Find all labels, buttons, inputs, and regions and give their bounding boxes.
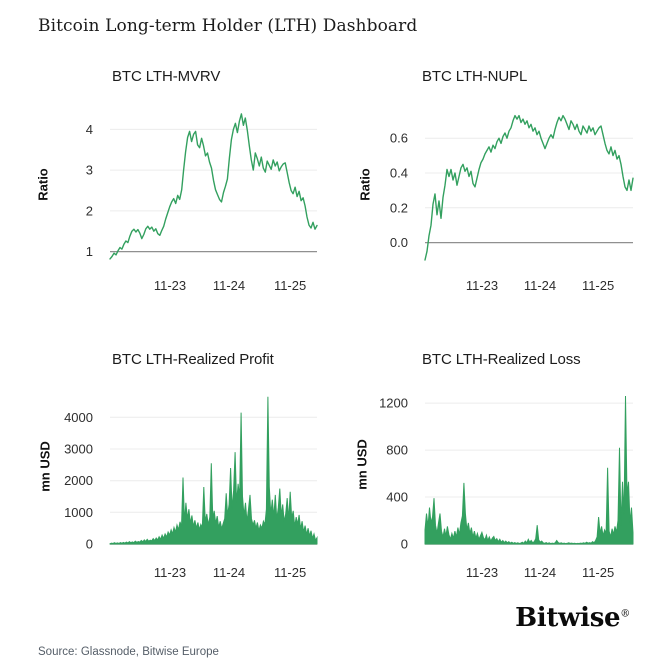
x-tick-label: 11-24 [524, 278, 556, 293]
registered-mark: ® [620, 608, 630, 620]
chart-panel-realized-loss: BTC LTH-Realized Loss mn USD 0 400 800 1200… [345, 345, 645, 600]
y-tick-label: 0 [401, 537, 408, 552]
series-line [424, 114, 634, 261]
y-tick-label: 3 [86, 163, 93, 178]
chart-title-realized-loss: BTC LTH-Realized Loss [422, 351, 581, 368]
x-tick-label: 11-25 [274, 278, 306, 293]
series-area [424, 395, 634, 545]
x-tick-label: 11-25 [274, 565, 306, 580]
chart-canvas-realized-profit: 0 1000 2000 3000 4000 11-23 11-24 11-25 [64, 396, 318, 580]
chart-canvas-realized-loss: 0 400 800 1200 11-23 11-24 11-25 [379, 395, 634, 580]
y-tick-label: 4 [86, 122, 93, 137]
y-tick-label: 800 [386, 443, 408, 458]
x-tick-label: 11-25 [582, 565, 614, 580]
chart-panel-nupl: BTC LTH-NUPL Ratio 0.0 0.2 0.4 0.6 11-23 11-2… [345, 62, 645, 307]
y-tick-label: 0.0 [390, 235, 408, 250]
chart-panel-realized-profit: BTC LTH-Realized Profit mn USD 0 1000 2000… [35, 345, 335, 600]
bitwise-logo-text: Bitwise [515, 603, 621, 633]
x-tick-label: 11-24 [524, 565, 556, 580]
chart-title-realized-profit: BTC LTH-Realized Profit [112, 351, 274, 368]
y-tick-label: 0.2 [390, 200, 408, 215]
source-note: Source: Glassnode, Bitwise Europe [38, 646, 219, 658]
y-tick-label: 2000 [64, 473, 93, 488]
x-tick-label: 11-24 [213, 565, 245, 580]
series-area [109, 396, 318, 545]
chart-canvas-mvrv: 1 2 3 4 11-23 11-24 11-25 [86, 113, 318, 293]
chart-panel-mvrv: BTC LTH-MVRV Ratio 1 2 3 4 11-23 11-24 11-25 [35, 62, 335, 307]
y-tick-label: 0 [86, 537, 93, 552]
y-tick-label: 0.6 [390, 131, 408, 146]
x-tick-label: 11-23 [466, 278, 498, 293]
x-tick-label: 11-23 [154, 565, 186, 580]
chart-title-nupl: BTC LTH-NUPL [422, 68, 528, 85]
y-tick-label: 0.4 [390, 166, 408, 181]
series-line [109, 113, 318, 260]
bitwise-logo: Bitwise® [515, 603, 630, 633]
y-tick-label: 3000 [64, 442, 93, 457]
y-tick-label: 1200 [379, 396, 408, 411]
y-tick-label: 1000 [64, 505, 93, 520]
y-tick-label: 2 [86, 203, 93, 218]
x-tick-label: 11-24 [213, 278, 245, 293]
x-tick-label: 11-25 [582, 278, 614, 293]
y-tick-label: 400 [386, 490, 408, 505]
x-tick-label: 11-23 [466, 565, 498, 580]
y-tick-label: 4000 [64, 410, 93, 425]
chart-title-mvrv: BTC LTH-MVRV [112, 68, 221, 85]
y-tick-label: 1 [86, 244, 93, 259]
page-title: Bitcoin Long-term Holder (LTH) Dashboard [38, 16, 418, 36]
x-tick-label: 11-23 [154, 278, 186, 293]
chart-canvas-nupl: 0.0 0.2 0.4 0.6 11-23 11-24 11-25 [390, 114, 634, 293]
